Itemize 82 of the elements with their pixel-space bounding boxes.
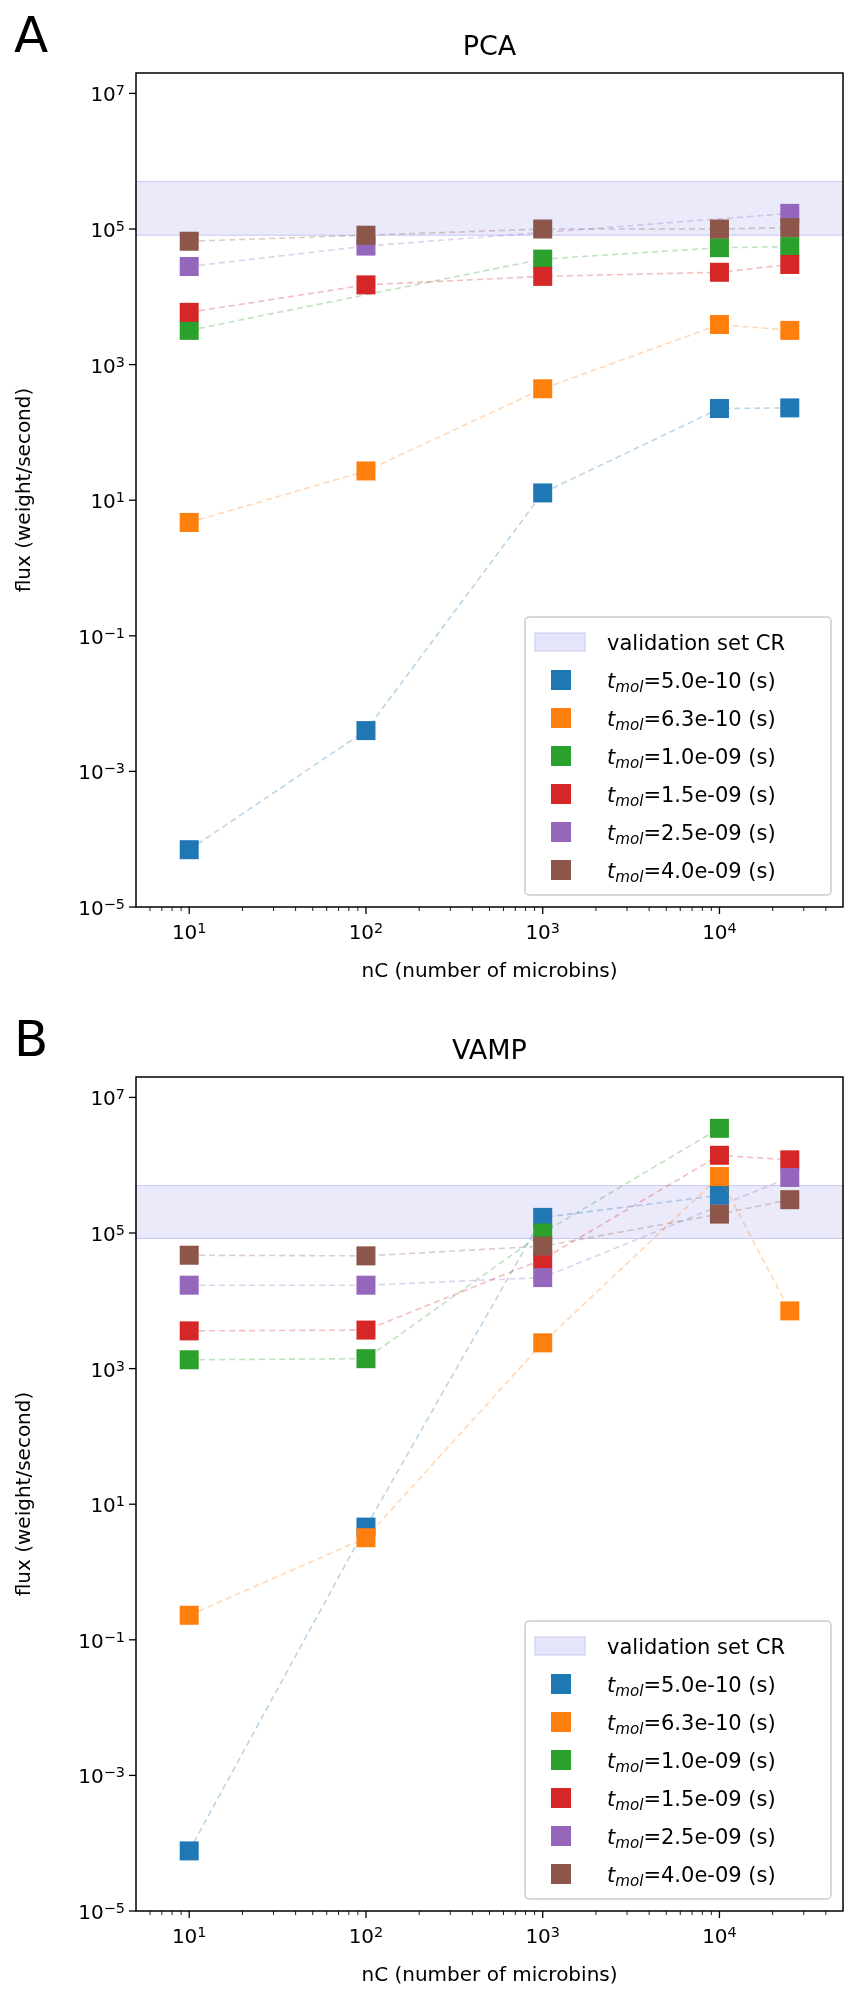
y-axis-title: flux (weight/second) [11, 387, 35, 593]
legend-label: validation set CR [607, 631, 786, 655]
y-tick-label: 10$^{7}$ [90, 1086, 125, 1111]
point [356, 1320, 376, 1340]
point [179, 512, 199, 532]
point [179, 231, 199, 251]
legend-label: t$_{mol}$=4.0e-09 (s) [607, 859, 776, 886]
point [709, 1204, 729, 1224]
point [179, 302, 199, 322]
point [709, 219, 729, 239]
point [356, 275, 376, 295]
point [533, 219, 553, 239]
y-tick-label: 10$^{1}$ [90, 488, 125, 514]
point [709, 1118, 729, 1138]
legend-label: t$_{mol}$=1.0e-09 (s) [607, 1749, 776, 1776]
point [533, 1236, 553, 1256]
y-tick-label: 10$^{−3}$ [78, 760, 125, 785]
legend-label: validation set CR [607, 1635, 786, 1659]
point [709, 315, 729, 335]
point [179, 1245, 199, 1265]
point [709, 262, 729, 282]
point [179, 256, 199, 276]
y-tick-label: 10$^{3}$ [90, 353, 125, 378]
y-tick-label: 10$^{5}$ [90, 1221, 125, 1247]
x-tick-label: 10$^{3}$ [525, 1923, 561, 1948]
y-tick-label: 10$^{5}$ [90, 217, 125, 243]
point [356, 721, 376, 741]
point [709, 1145, 729, 1165]
legend-label: t$_{mol}$=2.5e-09 (s) [607, 821, 776, 848]
point [533, 266, 553, 286]
point [356, 225, 376, 245]
legend-label: t$_{mol}$=1.5e-09 (s) [607, 783, 776, 810]
point [179, 1350, 199, 1370]
x-axis-title: nC (number of microbins) [361, 958, 618, 982]
y-tick-label: 10$^{7}$ [90, 82, 125, 107]
legend-label: t$_{mol}$=5.0e-10 (s) [607, 1673, 776, 1700]
point [179, 320, 199, 340]
point [709, 238, 729, 258]
point [356, 1275, 376, 1295]
point [356, 1246, 376, 1266]
legend-label: t$_{mol}$=6.3e-10 (s) [607, 707, 776, 734]
x-axis-title: nC (number of microbins) [361, 1962, 618, 1986]
y-axis-title: flux (weight/second) [11, 1391, 35, 1597]
point [709, 1185, 729, 1205]
point [179, 1275, 199, 1295]
y-tick-label: 10$^{−1}$ [78, 1628, 125, 1653]
chart-title: PCA [462, 30, 517, 61]
y-tick-label: 10$^{−5}$ [78, 895, 125, 920]
point [533, 1333, 553, 1353]
point [533, 379, 553, 399]
point [709, 399, 729, 419]
point [356, 1349, 376, 1369]
x-tick-label: 10$^{2}$ [348, 1923, 384, 1948]
x-tick-label: 10$^{4}$ [702, 1923, 737, 1948]
y-tick-label: 10$^{−5}$ [78, 1899, 125, 1924]
x-tick-label: 10$^{3}$ [525, 919, 561, 944]
legend-label: t$_{mol}$=1.5e-09 (s) [607, 1787, 776, 1814]
text: A [14, 6, 49, 64]
x-tick-label: 10$^{1}$ [171, 1923, 207, 1948]
legend-label: t$_{mol}$=1.0e-09 (s) [607, 745, 776, 772]
legend-label: t$_{mol}$=4.0e-09 (s) [607, 1863, 776, 1890]
x-tick-label: 10$^{2}$ [348, 919, 384, 944]
point [356, 461, 376, 481]
legend-label: t$_{mol}$=6.3e-10 (s) [607, 1711, 776, 1738]
point [356, 1528, 376, 1548]
chart-title: VAMP [452, 1034, 527, 1065]
y-tick-label: 10$^{−3}$ [78, 1764, 125, 1789]
point [533, 1268, 553, 1288]
point [179, 1841, 199, 1861]
point [179, 1321, 199, 1341]
y-tick-label: 10$^{−1}$ [78, 624, 125, 649]
y-tick-label: 10$^{3}$ [90, 1357, 125, 1382]
point [179, 840, 199, 860]
point [709, 1167, 729, 1187]
x-tick-label: 10$^{1}$ [171, 919, 207, 944]
point [179, 1605, 199, 1625]
text: B [14, 1010, 49, 1068]
legend-label: t$_{mol}$=2.5e-09 (s) [607, 1825, 776, 1852]
y-tick-label: 10$^{1}$ [90, 1492, 125, 1518]
legend-label: t$_{mol}$=5.0e-10 (s) [607, 669, 776, 696]
x-tick-label: 10$^{4}$ [702, 919, 737, 944]
point [533, 483, 553, 503]
